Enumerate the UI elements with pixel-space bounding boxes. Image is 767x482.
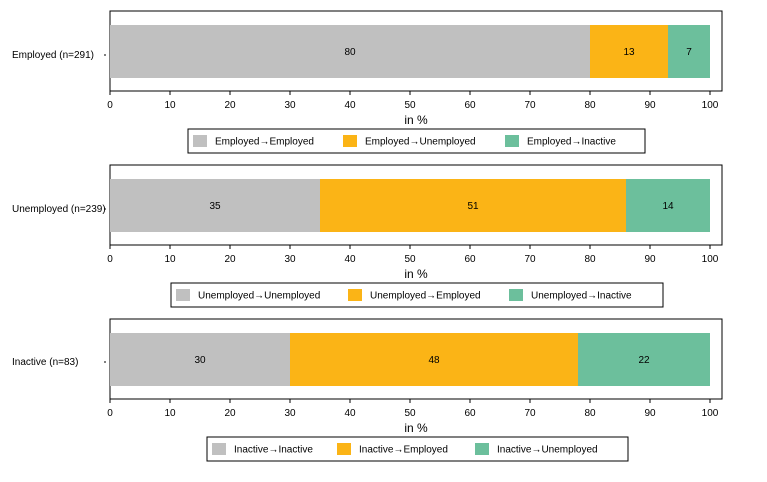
data-label: 80 — [344, 47, 356, 58]
x-tick-label: 50 — [404, 100, 416, 111]
x-axis-label: in % — [404, 421, 428, 435]
bar-segment — [110, 333, 290, 386]
x-tick-label: 50 — [404, 254, 416, 265]
y-category-label: Inactive (n=83) — [12, 357, 78, 368]
x-tick-label: 0 — [107, 100, 113, 111]
legend-swatch — [176, 289, 190, 301]
x-tick-label: 30 — [284, 408, 296, 419]
legend-swatch — [337, 443, 351, 455]
data-label: 13 — [623, 47, 635, 58]
legend-swatch — [212, 443, 226, 455]
x-tick-label: 0 — [107, 408, 113, 419]
x-tick-label: 10 — [164, 408, 176, 419]
x-tick-label: 90 — [644, 254, 656, 265]
legend-swatch — [509, 289, 523, 301]
legend-entry-label: Unemployed→Employed — [370, 291, 481, 302]
x-tick-label: 40 — [344, 100, 356, 111]
data-label: 14 — [662, 201, 674, 212]
legend-swatch — [475, 443, 489, 455]
x-tick-label: 70 — [524, 100, 536, 111]
legend-entry-label: Inactive→Unemployed — [497, 445, 598, 456]
legend-box — [206, 436, 629, 462]
x-axis-label: in % — [404, 267, 428, 281]
legend-entry-label: Employed→Inactive — [527, 137, 616, 148]
x-tick-label: 70 — [524, 408, 536, 419]
data-label: 51 — [467, 201, 479, 212]
x-tick-label: 10 — [164, 100, 176, 111]
x-tick-label: 100 — [702, 100, 719, 111]
legend-entry-label: Inactive→Employed — [359, 445, 448, 456]
legend-entry-label: Employed→Unemployed — [365, 137, 476, 148]
legend-swatch — [348, 289, 362, 301]
legend-box — [187, 128, 646, 154]
legend-entry-label: Unemployed→Unemployed — [198, 291, 320, 302]
data-label: 48 — [428, 355, 440, 366]
x-tick-label: 100 — [702, 254, 719, 265]
x-tick-label: 0 — [107, 254, 113, 265]
x-tick-label: 50 — [404, 408, 416, 419]
legend-box — [170, 282, 664, 308]
legend-swatch — [343, 135, 357, 147]
x-tick-label: 100 — [702, 408, 719, 419]
bar-segment — [110, 25, 590, 78]
legend-entry-label: Employed→Employed — [215, 137, 314, 148]
x-tick-label: 20 — [224, 408, 236, 419]
x-tick-label: 60 — [464, 254, 476, 265]
legend-entry-label: Inactive→Inactive — [234, 445, 313, 456]
x-tick-label: 90 — [644, 100, 656, 111]
x-tick-label: 60 — [464, 100, 476, 111]
legend-entry-label: Unemployed→Inactive — [531, 291, 632, 302]
x-tick-label: 80 — [584, 408, 596, 419]
x-tick-label: 30 — [284, 100, 296, 111]
x-axis-label: in % — [404, 113, 428, 127]
y-category-label: Employed (n=291) — [12, 50, 94, 61]
x-tick-label: 40 — [344, 254, 356, 265]
bar-segment — [110, 179, 320, 232]
x-tick-label: 70 — [524, 254, 536, 265]
x-tick-label: 30 — [284, 254, 296, 265]
bar-segment — [320, 179, 626, 232]
bar-segment — [590, 25, 668, 78]
bar-segment — [290, 333, 578, 386]
x-tick-label: 80 — [584, 100, 596, 111]
x-tick-label: 60 — [464, 408, 476, 419]
x-tick-label: 10 — [164, 254, 176, 265]
data-label: 35 — [209, 201, 221, 212]
data-label: 30 — [194, 355, 206, 366]
data-label: 7 — [686, 47, 692, 58]
x-tick-label: 80 — [584, 254, 596, 265]
legend-swatch — [505, 135, 519, 147]
x-tick-label: 20 — [224, 100, 236, 111]
legend-swatch — [193, 135, 207, 147]
y-category-label: Unemployed (n=239) — [12, 204, 106, 215]
bar-segment — [668, 25, 710, 78]
x-tick-label: 20 — [224, 254, 236, 265]
data-label: 22 — [638, 355, 650, 366]
bar-segment — [626, 179, 710, 232]
x-tick-label: 90 — [644, 408, 656, 419]
x-tick-label: 40 — [344, 408, 356, 419]
bar-segment — [578, 333, 710, 386]
